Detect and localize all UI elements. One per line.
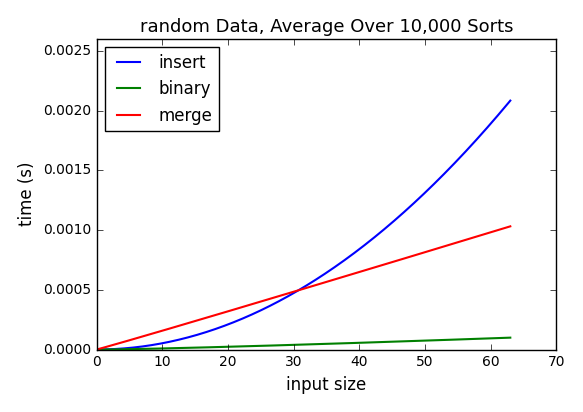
binary xyxy=(433,338,440,343)
merge xyxy=(290,289,297,294)
binary xyxy=(290,342,297,347)
Line: binary: binary xyxy=(97,338,510,349)
merge xyxy=(497,227,504,232)
binary xyxy=(96,347,103,352)
insert xyxy=(339,259,346,264)
merge xyxy=(93,347,100,352)
binary xyxy=(293,342,300,347)
insert xyxy=(93,347,100,352)
Y-axis label: time (s): time (s) xyxy=(18,162,36,227)
insert xyxy=(317,274,324,279)
insert xyxy=(290,291,297,296)
Title: random Data, Average Over 10,000 Sorts: random Data, Average Over 10,000 Sorts xyxy=(140,18,513,36)
binary xyxy=(93,347,100,352)
binary xyxy=(340,341,347,346)
merge xyxy=(339,274,346,279)
Line: merge: merge xyxy=(97,226,510,349)
Legend: insert, binary, merge: insert, binary, merge xyxy=(105,47,219,131)
Line: insert: insert xyxy=(97,101,510,349)
binary xyxy=(507,335,514,340)
merge xyxy=(507,224,514,229)
insert xyxy=(292,290,299,295)
merge xyxy=(292,289,299,294)
binary xyxy=(498,335,505,340)
merge xyxy=(317,281,324,286)
binary xyxy=(318,342,325,346)
insert xyxy=(497,110,504,115)
insert xyxy=(507,98,514,103)
X-axis label: input size: input size xyxy=(286,376,367,394)
insert xyxy=(432,180,439,185)
merge xyxy=(432,246,439,251)
